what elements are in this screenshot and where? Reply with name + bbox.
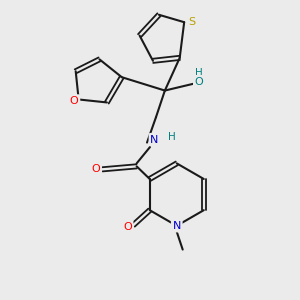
Text: H: H [168,132,176,142]
Text: O: O [70,96,79,106]
Text: S: S [188,17,195,27]
Text: H: H [195,68,203,78]
Text: O: O [123,221,132,232]
Text: N: N [150,135,159,145]
Text: O: O [92,164,100,174]
Text: O: O [195,76,203,87]
Text: N: N [172,221,181,231]
